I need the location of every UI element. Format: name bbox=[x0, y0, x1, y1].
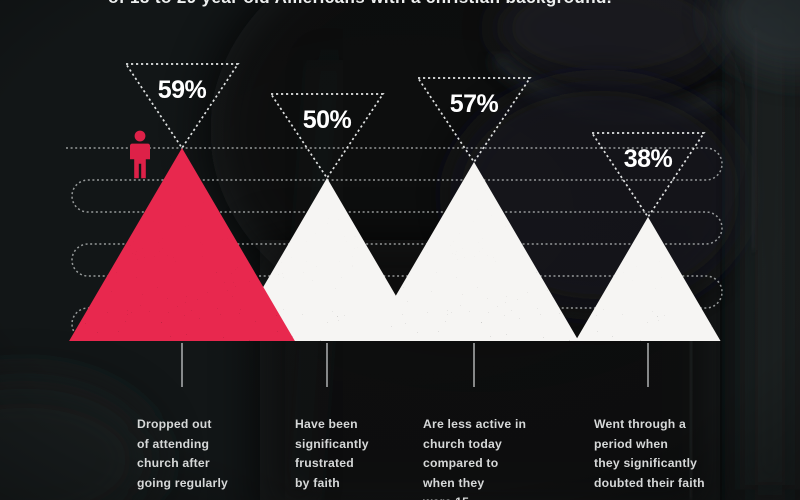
category-label-line: church after bbox=[137, 456, 210, 470]
triangle-grain-texture bbox=[69, 148, 295, 341]
category-label-frustrated: Have been significantly frustrated by faith bbox=[295, 415, 399, 493]
value-label-59: 59% bbox=[158, 76, 207, 104]
category-label-line: compared to bbox=[423, 456, 499, 470]
value-triangle-outline bbox=[590, 132, 706, 219]
category-label-doubted: Went through a period when they significan… bbox=[594, 415, 730, 493]
category-label-line: they significantly bbox=[594, 456, 698, 470]
category-label-line: by faith bbox=[295, 475, 340, 490]
category-label-dropped-out: Dropped out of attending church after going… bbox=[137, 415, 247, 493]
dashed-guideline-path bbox=[66, 147, 723, 341]
category-label-less-active: Are less active in church today compared t… bbox=[423, 415, 543, 500]
value-label-38: 38% bbox=[624, 145, 673, 173]
category-label-line: when they bbox=[423, 475, 485, 490]
triangle-grain-texture bbox=[231, 178, 423, 341]
category-label-line: were 15 bbox=[423, 493, 543, 500]
value-label-57: 57% bbox=[450, 90, 499, 118]
triangle-grain-texture bbox=[575, 217, 721, 341]
category-label-line: going regularly bbox=[137, 475, 229, 490]
value-triangle-outline bbox=[269, 93, 385, 180]
category-label-line: frustrated bbox=[295, 456, 354, 470]
category-label-line: Have been bbox=[295, 417, 358, 431]
person-icon bbox=[130, 130, 150, 179]
value-triangle-outline bbox=[416, 77, 532, 164]
category-label-line: of attending bbox=[137, 436, 210, 451]
category-label-line: significantly bbox=[295, 436, 369, 451]
category-label-line: Are less active in bbox=[423, 417, 527, 431]
value-triangle-outline bbox=[124, 63, 240, 150]
category-label-line: doubted their faith bbox=[594, 475, 705, 490]
category-label-line: Went through a bbox=[594, 417, 686, 431]
category-label-line: period when bbox=[594, 436, 668, 451]
value-triangle-outlines bbox=[124, 63, 706, 219]
triangle-grain-texture bbox=[369, 162, 579, 341]
label-connector-stems bbox=[181, 343, 649, 387]
category-label-line: church today bbox=[423, 436, 502, 451]
category-label-line: Dropped out bbox=[137, 417, 212, 431]
triangle-bars bbox=[69, 148, 721, 341]
value-labels: 59% 50% 57% 38% bbox=[158, 76, 673, 173]
value-label-50: 50% bbox=[303, 106, 352, 134]
chart-title: of 18 to 29 year old Americans with a ch… bbox=[0, 0, 720, 8]
